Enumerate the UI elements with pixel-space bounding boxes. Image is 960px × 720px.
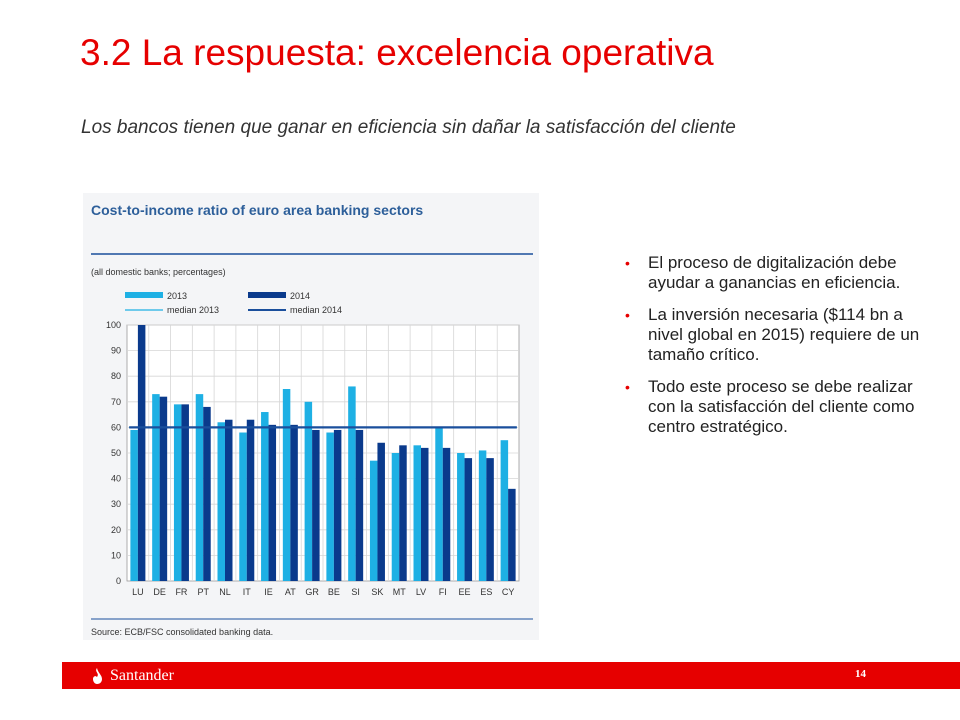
- x-tick-label: CY: [502, 587, 515, 597]
- bar-2014-FI: [442, 447, 451, 581]
- y-tick-label: 40: [111, 474, 121, 484]
- y-tick-label: 50: [111, 448, 121, 458]
- chart-panel: Cost-to-income ratio of euro area bankin…: [83, 193, 539, 640]
- bullet-dot-icon: •: [625, 255, 630, 271]
- bar-2013-SK: [369, 460, 378, 581]
- x-tick-label: FI: [439, 587, 447, 597]
- bar-2014-LV: [421, 447, 429, 581]
- x-tick-label: ES: [480, 587, 492, 597]
- y-tick-label: 70: [111, 397, 121, 407]
- bar-2013-LU: [130, 429, 138, 581]
- bullet-item: • El proceso de digitalización debe ayuda…: [625, 253, 935, 293]
- bar-2014-IT: [246, 419, 255, 581]
- chart-legend: 2013 median 2013 2014 median 2014: [125, 291, 342, 315]
- brand-name: Santander: [110, 667, 174, 684]
- legend-label-2013: 2013: [167, 291, 187, 301]
- bar-2013-CY: [500, 440, 509, 581]
- bar-2014-AT: [290, 424, 298, 581]
- x-tick-label: FR: [175, 587, 187, 597]
- bar-2014-BE: [333, 429, 342, 581]
- y-tick-label: 100: [106, 320, 121, 330]
- legend-swatch-2014: [248, 292, 286, 298]
- chart-source: Source: ECB/FSC consolidated banking dat…: [91, 627, 273, 637]
- x-tick-label: EE: [459, 587, 471, 597]
- bar-2014-SI: [355, 429, 364, 581]
- bar-2013-IT: [239, 432, 247, 581]
- bar-2013-MT: [391, 453, 400, 581]
- bar-2014-CY: [508, 488, 516, 581]
- y-tick-label: 20: [111, 525, 121, 535]
- bar-2014-GR: [312, 429, 320, 581]
- y-tick-label: 30: [111, 499, 121, 509]
- bullet-dot-icon: •: [625, 307, 630, 323]
- brand-logo: Santander: [88, 664, 174, 688]
- bullet-text: La inversión necesaria ($114 bn a nivel …: [648, 305, 920, 364]
- bullet-list: • El proceso de digitalización debe ayuda…: [625, 253, 935, 449]
- x-tick-label: LV: [416, 587, 426, 597]
- bar-2014-NL: [225, 419, 233, 581]
- bar-2014-LU: [137, 325, 146, 581]
- footer-bar: [62, 662, 960, 689]
- legend-label-median-2013: median 2013: [167, 305, 219, 315]
- chart-svg: Cost-to-income ratio of euro area bankin…: [91, 202, 533, 637]
- bullet-text: Todo este proceso se debe realizar con l…: [648, 377, 915, 436]
- bullet-text: El proceso de digitalización debe ayudar…: [648, 253, 901, 292]
- bar-2013-AT: [282, 389, 291, 581]
- bar-2013-EE: [457, 453, 465, 581]
- chart-subtitle: (all domestic banks; percentages): [91, 267, 226, 277]
- bar-2014-IE: [268, 424, 277, 581]
- x-tick-label: PT: [197, 587, 209, 597]
- bar-2014-ES: [486, 458, 494, 581]
- bullet-item: • Todo este proceso se debe realizar con …: [625, 377, 935, 437]
- legend-label-median-2014: median 2014: [290, 305, 342, 315]
- x-tick-label: MT: [393, 587, 406, 597]
- x-tick-label: GR: [305, 587, 319, 597]
- x-tick-label: IE: [264, 587, 273, 597]
- bar-2014-EE: [464, 458, 473, 581]
- bar-2013-PT: [195, 394, 204, 581]
- bar-2013-SI: [348, 386, 356, 581]
- bar-2013-FR: [173, 404, 182, 581]
- chart-title: Cost-to-income ratio of euro area bankin…: [91, 202, 423, 218]
- x-tick-label: AT: [285, 587, 296, 597]
- bar-2013-LV: [413, 445, 421, 581]
- bar-2013-ES: [478, 450, 487, 581]
- x-tick-label: LU: [132, 587, 144, 597]
- legend-swatch-2013: [125, 292, 163, 298]
- bar-2013-NL: [217, 422, 225, 581]
- bullet-dot-icon: •: [625, 379, 630, 395]
- y-tick-label: 60: [111, 422, 121, 432]
- flame-icon: [93, 668, 102, 684]
- y-tick-label: 10: [111, 550, 121, 560]
- x-tick-label: NL: [219, 587, 231, 597]
- bar-2013-DE: [152, 394, 160, 581]
- bar-2013-GR: [304, 401, 313, 581]
- y-tick-label: 80: [111, 371, 121, 381]
- slide-subtitle: Los bancos tienen que ganar en eficienci…: [81, 117, 736, 138]
- bar-2014-PT: [203, 406, 211, 581]
- y-axis-ticks: 0 10 20 30 40 50 60 70 80 90 100: [106, 320, 121, 586]
- y-tick-label: 90: [111, 346, 121, 356]
- bar-2014-DE: [159, 396, 168, 581]
- bar-2013-IE: [261, 412, 269, 581]
- bar-2013-FI: [435, 427, 443, 581]
- x-tick-label: SI: [351, 587, 360, 597]
- y-tick-label: 0: [116, 576, 121, 586]
- x-tick-label: IT: [243, 587, 252, 597]
- x-tick-label: SK: [371, 587, 383, 597]
- x-axis-ticks: LU DE FR PT NL IT IE AT GR BE SI SK MT LV FI EE ES CY: [132, 587, 514, 597]
- legend-label-2014: 2014: [290, 291, 310, 301]
- page-number: 14: [855, 668, 866, 680]
- slide-title: 3.2 La respuesta: excelencia operativa: [80, 32, 714, 73]
- x-tick-label: BE: [328, 587, 340, 597]
- x-tick-label: DE: [153, 587, 166, 597]
- bars: [130, 325, 516, 581]
- bullet-item: • La inversión necesaria ($114 bn a nivel…: [625, 305, 935, 365]
- bar-2014-SK: [377, 442, 385, 581]
- bar-2013-BE: [326, 432, 334, 581]
- bar-2014-FR: [181, 404, 189, 581]
- bar-2014-MT: [399, 445, 407, 581]
